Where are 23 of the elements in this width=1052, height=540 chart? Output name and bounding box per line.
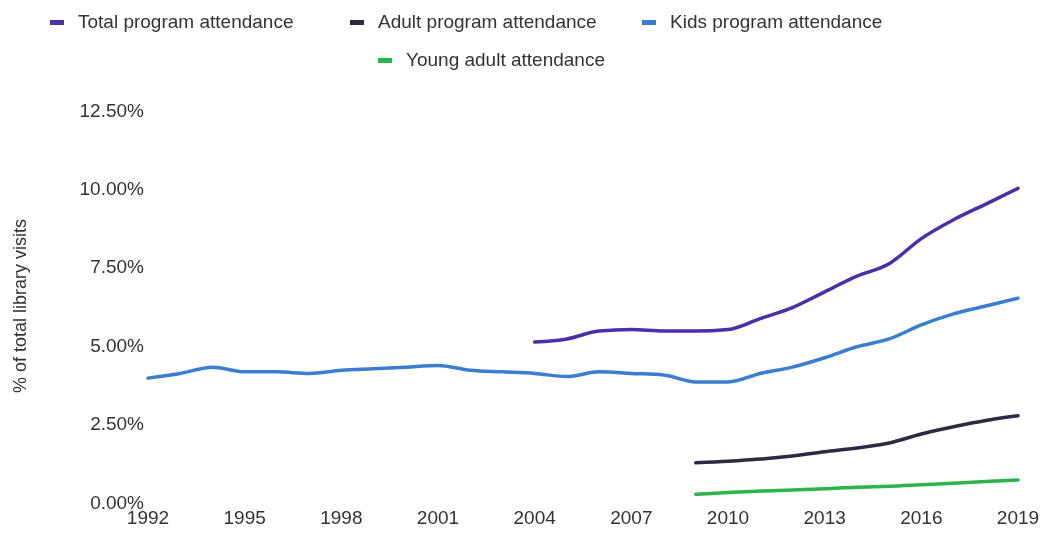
y-axis-title: % of total library visits [10,218,30,394]
line-series [694,414,1020,465]
y-tick-label: 10.00% [79,178,145,200]
x-tick-label: 2001 [416,507,460,528]
line-series [532,186,1020,344]
y-tick-label: 12.50% [79,99,145,121]
y-tick-label: 7.50% [90,256,145,278]
line-series [694,478,1020,496]
y-tick-label: 2.50% [90,413,145,435]
x-tick-label: 2010 [706,507,750,528]
legend-label: Young adult attendance [406,49,605,70]
x-tick-label: 2007 [610,507,653,528]
y-tick-label: 5.00% [90,334,145,356]
x-tick-label: 2013 [803,507,846,528]
x-tick-label: 1995 [223,507,266,528]
legend-label: Kids program attendance [670,11,883,32]
x-tick-label: 2004 [513,507,557,528]
x-tick-label: 1998 [320,507,363,528]
x-tick-label: 2016 [900,507,943,528]
legend-label: Adult program attendance [378,11,597,32]
line-series [146,296,1020,384]
x-tick-label: 2019 [996,507,1040,528]
legend-label: Total program attendance [78,11,294,32]
